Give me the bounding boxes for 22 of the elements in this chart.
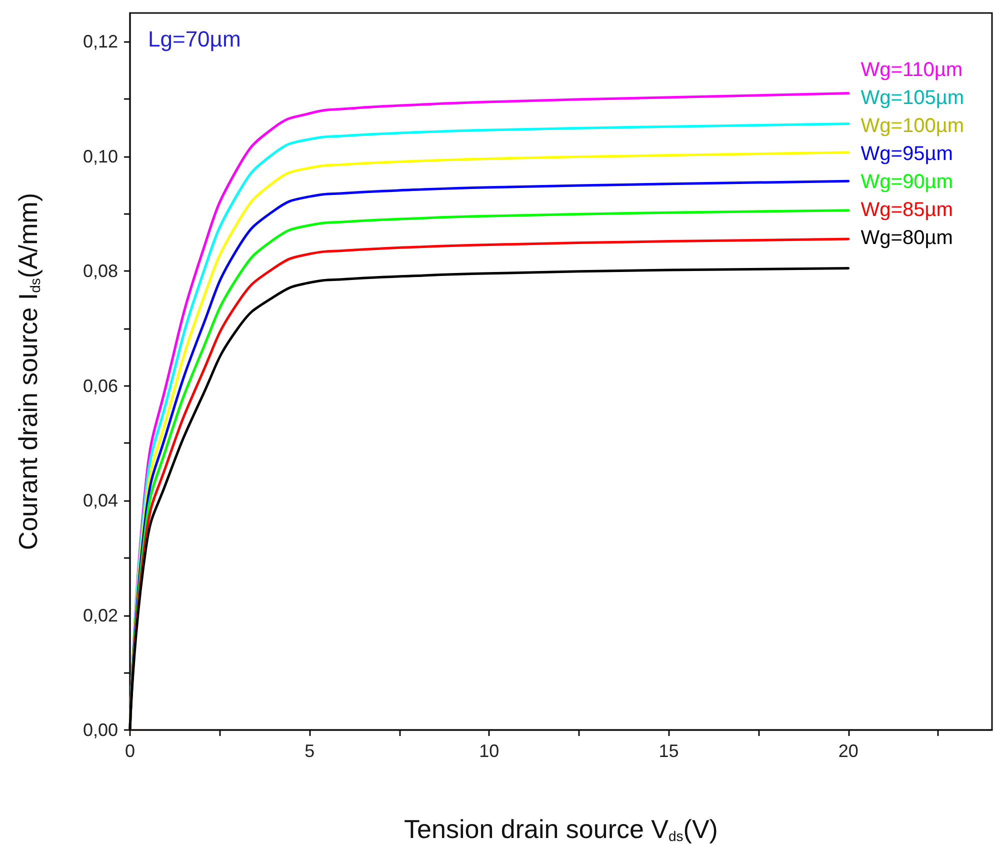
- series-label: Wg=110µm: [860, 59, 963, 81]
- x-tick-label: 5: [304, 741, 315, 761]
- series-label: Wg=100µm: [860, 115, 964, 137]
- x-axis-title: Tension drain source Vds(V): [404, 814, 718, 844]
- y-tick-label: 0,10: [82, 146, 118, 166]
- x-tick-label: 15: [658, 741, 679, 761]
- x-tick-label: 0: [124, 741, 136, 761]
- series-label: Wg=90µm: [860, 171, 953, 193]
- y-tick-label: 0,12: [82, 32, 118, 52]
- y-tick-label: 0,04: [82, 490, 118, 511]
- y-axis-title: Courant drain source Ids(A/mm): [13, 192, 43, 550]
- y-tick-label: 0,02: [82, 605, 118, 626]
- y-tick-label: 0,00: [82, 720, 118, 740]
- y-tick-label: 0,08: [82, 261, 118, 282]
- series-label: Wg=105µm: [860, 87, 964, 109]
- y-tick-label: 0,06: [82, 376, 118, 396]
- series-label: Wg=85µm: [860, 199, 953, 221]
- x-tick-label: 10: [479, 741, 500, 761]
- series-label: Wg=80µm: [860, 227, 953, 249]
- series-label: Wg=95µm: [860, 143, 953, 165]
- annotation: Lg=70µm: [148, 26, 241, 52]
- x-tick-label: 20: [838, 741, 858, 761]
